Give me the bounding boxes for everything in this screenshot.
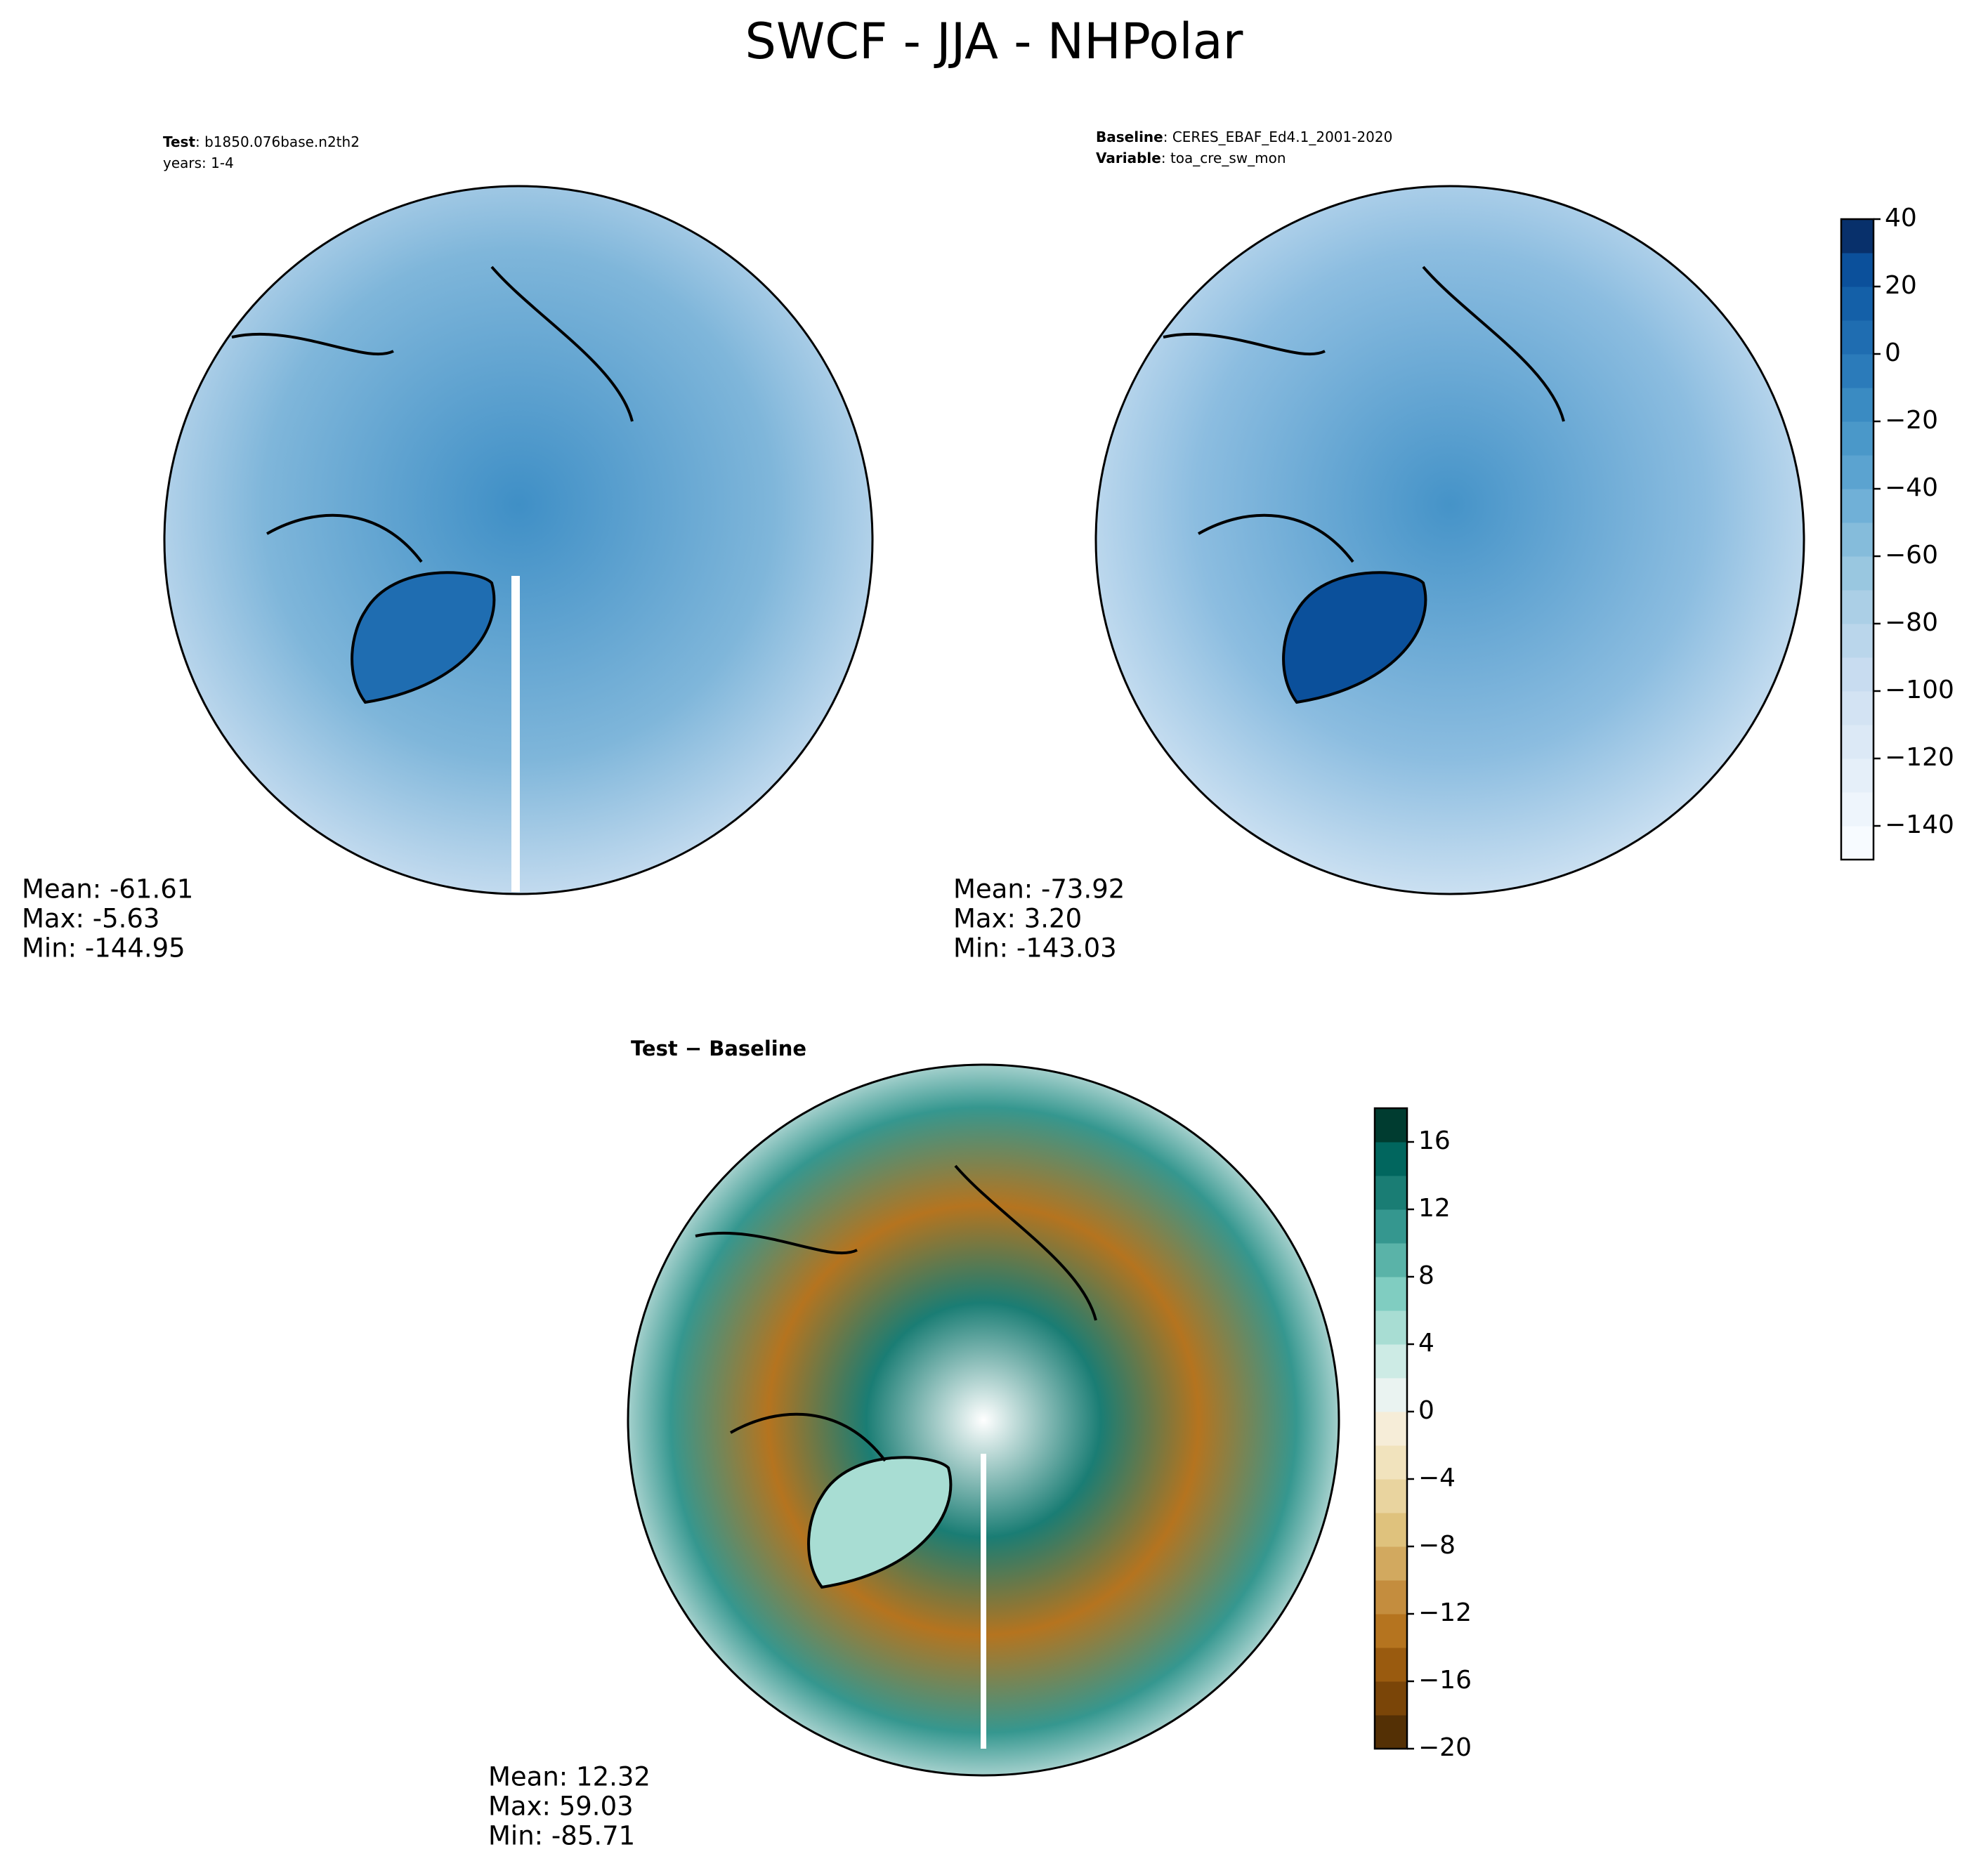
stat-text: Mean: -61.61 [22, 874, 193, 905]
stat-text: Max: 3.20 [953, 904, 1082, 934]
colorbar-band [1841, 523, 1873, 557]
colorbar-tick-label: −20 [1418, 1733, 1472, 1762]
header-text: : CERES_EBAF_Ed4.1_2001-2020 [1163, 129, 1393, 145]
colorbar-band [1841, 219, 1873, 254]
colorbar-band [1841, 320, 1873, 355]
stat-text: Max: -5.63 [22, 904, 159, 934]
colorbar-tick-label: −80 [1885, 608, 1938, 637]
colorbar-tick-label: 16 [1418, 1126, 1451, 1155]
colorbar-tick-label: −12 [1418, 1598, 1472, 1627]
colorbar-band [1375, 1378, 1407, 1412]
colorbar-band [1375, 1142, 1407, 1176]
colorbar-tick-label: 20 [1885, 271, 1917, 300]
panel-header: Test: b1850.076base.n2th2 [163, 133, 360, 150]
colorbar-tick-label: −60 [1885, 541, 1938, 570]
figure-title: SWCF - JJA - NHPolar [745, 13, 1243, 70]
colorbar-band [1375, 1412, 1407, 1446]
colorbar-band [1841, 758, 1873, 793]
map-test [163, 185, 874, 895]
colorbar-band [1841, 253, 1873, 287]
panel-header: Test − Baseline [631, 1037, 806, 1060]
panel-header: Variable: toa_cre_sw_mon [1096, 150, 1286, 166]
colorbar-band [1375, 1648, 1407, 1682]
colorbar-band [1841, 287, 1873, 321]
stat-text: Min: -143.03 [953, 933, 1117, 964]
colorbar-band [1841, 792, 1873, 827]
colorbar-band [1841, 691, 1873, 725]
colorbar-band [1375, 1715, 1407, 1749]
colorbar-frame [1840, 218, 1875, 861]
colorbar-band [1841, 421, 1873, 456]
colorbar-band [1841, 455, 1873, 489]
colorbar-frame [1373, 1107, 1408, 1750]
colorbar-band [1841, 826, 1873, 860]
colorbar-band [1375, 1277, 1407, 1311]
panel-header: Baseline: CERES_EBAF_Ed4.1_2001-2020 [1096, 129, 1392, 145]
colorbar-band [1375, 1243, 1407, 1277]
header-label: Test [163, 133, 195, 150]
colorbar-tick-label: −40 [1885, 473, 1938, 502]
colorbar-band [1375, 1445, 1407, 1480]
colorbar-band [1375, 1108, 1407, 1143]
colorbar-band [1841, 624, 1873, 658]
colorbar-band [1375, 1580, 1407, 1615]
colorbar-band [1375, 1546, 1407, 1581]
colorbar-tick-label: −140 [1885, 810, 1954, 839]
colorbar-tick-label: 8 [1418, 1261, 1434, 1290]
colorbar-band [1375, 1614, 1407, 1648]
colorbar-tick-label: 0 [1418, 1396, 1434, 1425]
colorbar-band [1375, 1681, 1407, 1716]
colorbar-tick-label: −16 [1418, 1666, 1472, 1695]
colorbar-band [1841, 590, 1873, 624]
stat-text: Min: -144.95 [22, 933, 185, 964]
colorbar-band [1841, 657, 1873, 692]
colorbar-band [1375, 1310, 1407, 1345]
header-text: : toa_cre_sw_mon [1161, 150, 1286, 166]
colorbar-band [1375, 1344, 1407, 1379]
colorbar-tick-label: 0 [1885, 339, 1901, 367]
map-difference [627, 1063, 1340, 1777]
colorbar-band [1375, 1176, 1407, 1210]
colorbar-band [1375, 1479, 1407, 1513]
colorbar-band [1841, 556, 1873, 591]
stat-text: Mean: -73.92 [953, 874, 1125, 905]
colorbar-tick-label: 4 [1418, 1329, 1434, 1358]
colorbar-tick-label: −8 [1418, 1531, 1456, 1560]
header-text: : b1850.076base.n2th2 [195, 133, 360, 150]
header-label: Test − Baseline [631, 1037, 806, 1060]
colorbar-band [1841, 388, 1873, 422]
colorbar-tick-label: −4 [1418, 1464, 1456, 1492]
header-text: years: 1-4 [163, 155, 234, 171]
stat-text: Min: -85.71 [488, 1821, 635, 1851]
colorbar-tick-label: 40 [1885, 204, 1917, 232]
colorbar-band [1375, 1513, 1407, 1547]
panel-header: years: 1-4 [163, 155, 234, 171]
colorbar-band [1375, 1209, 1407, 1244]
colorbar-tick-label: −20 [1885, 406, 1938, 435]
stat-text: Mean: 12.32 [488, 1762, 650, 1792]
stat-text: Max: 59.03 [488, 1792, 634, 1822]
colorbar-band [1841, 725, 1873, 759]
colorbar-band [1841, 354, 1873, 388]
colorbar-tick-label: −100 [1885, 676, 1954, 704]
map-baseline [1094, 185, 1805, 895]
header-label: Baseline [1096, 129, 1163, 145]
colorbar-tick-label: −120 [1885, 743, 1954, 772]
colorbar-tick-label: 12 [1418, 1194, 1451, 1223]
colorbar-band [1841, 489, 1873, 523]
header-label: Variable [1096, 150, 1161, 166]
